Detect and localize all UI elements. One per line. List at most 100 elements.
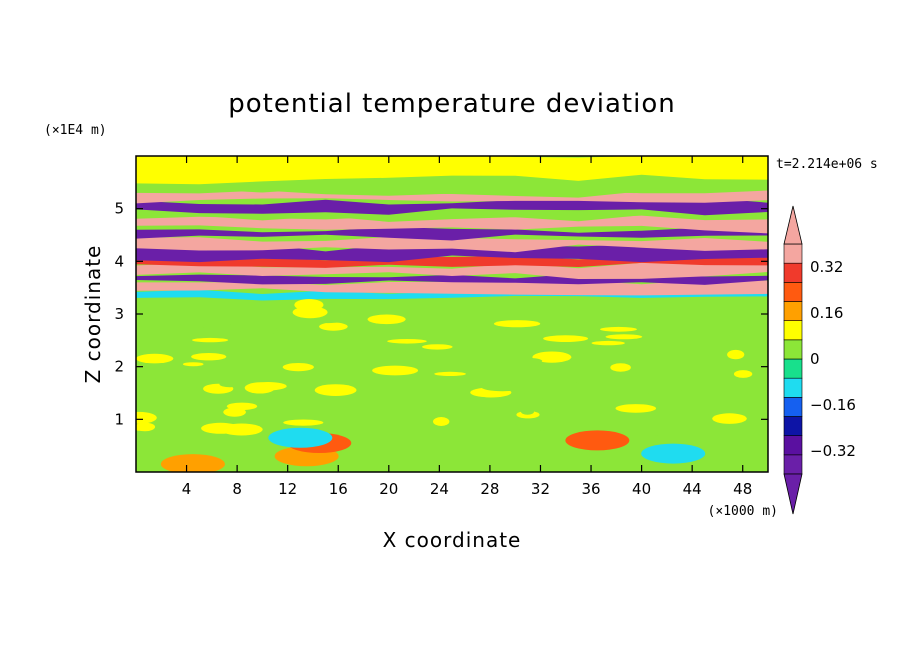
noise-patch [588, 355, 634, 360]
noise-patch [202, 324, 239, 329]
colorbar-cell [783, 377, 803, 398]
colorbar-label: −0.16 [810, 396, 856, 414]
noise-patch [319, 322, 348, 331]
x-tick-label: 28 [480, 480, 499, 498]
noise-patch [294, 299, 324, 311]
x-tick-label: 8 [232, 480, 242, 498]
noise-patch [507, 418, 543, 426]
noise-patch [493, 320, 541, 328]
contour-band [136, 197, 768, 216]
contour-feature [565, 430, 630, 451]
noise-patch [415, 330, 430, 338]
contour-band [136, 261, 768, 279]
noise-patch [481, 382, 524, 392]
colorbar-label: −0.32 [810, 442, 856, 460]
contour-field [136, 156, 768, 472]
colorbar-over-arrow [783, 205, 803, 245]
noise-patch [441, 324, 469, 334]
noise-patch [283, 419, 324, 426]
noise-patch [591, 340, 625, 346]
x-tick-label: 44 [683, 480, 702, 498]
noise-patch [615, 307, 642, 319]
x-tick-label: 48 [733, 480, 752, 498]
colorbar: −0.32 −0.16 0 0.16 0.32 [783, 205, 856, 515]
noise-patch [619, 337, 639, 348]
noise-patch [612, 393, 647, 402]
noise-patch [433, 417, 450, 426]
noise-patch [136, 353, 174, 364]
noise-patch [244, 382, 276, 394]
noise-patch [668, 412, 698, 420]
noise-patch [204, 411, 224, 419]
contour-feature [641, 443, 706, 464]
x-tick-label: 20 [379, 480, 398, 498]
colorbar-cell [783, 435, 803, 456]
noise-patch [367, 314, 406, 325]
noise-patch [139, 325, 153, 334]
noise-patch [182, 362, 204, 367]
chart-title: potential temperature deviation [228, 89, 675, 119]
colorbar-cell [783, 397, 803, 417]
colorbar-label: 0.16 [810, 304, 843, 322]
x-axis-title: X coordinate [383, 528, 522, 552]
noise-patch [610, 363, 631, 372]
noise-patch [499, 423, 520, 436]
noise-patch [434, 371, 466, 376]
noise-patch [469, 396, 490, 404]
noise-patch [136, 422, 156, 432]
colorbar-cell [783, 301, 803, 321]
noise-patch [314, 384, 357, 396]
noise-patch [515, 395, 544, 401]
noise-patch [136, 411, 157, 424]
noise-patch [541, 389, 583, 396]
noise-patch [712, 413, 747, 424]
x-tick-label: 12 [278, 480, 297, 498]
x-tick-label: 40 [632, 480, 651, 498]
colorbar-under-arrow [783, 473, 803, 515]
noise-patch [282, 363, 314, 372]
colorbar-cell [783, 416, 803, 436]
noise-patch [185, 382, 200, 388]
noise-patch [605, 334, 643, 340]
noise-patch [466, 361, 506, 369]
noise-patch [239, 324, 278, 336]
noise-patch [728, 331, 745, 338]
y-tick-label: 2 [114, 358, 124, 376]
colorbar-cell [783, 358, 803, 379]
noise-patch [532, 351, 572, 363]
x-tick-label: 32 [531, 480, 550, 498]
noise-patch [579, 344, 606, 356]
noise-patch [687, 338, 731, 347]
noise-patch [422, 344, 453, 350]
noise-patch [541, 380, 580, 389]
colorbar-label: 0 [810, 350, 820, 368]
colorbar-cell [783, 320, 803, 341]
noise-patch [255, 414, 299, 420]
y-tick-label: 3 [114, 305, 124, 323]
contour-band [136, 156, 768, 185]
noise-patch [521, 408, 534, 415]
y-axis-title: Z coordinate [81, 245, 105, 384]
x-axis: 4 8 12 16 20 24 28 32 36 40 44 48 [182, 156, 752, 498]
noise-patch [219, 381, 241, 388]
noise-patch [387, 339, 427, 344]
noise-patch [136, 374, 157, 381]
x-unit-label: (×1000 m) [708, 504, 778, 519]
colorbar-cell [783, 339, 803, 360]
time-label: t=2.214e+06 s [776, 157, 878, 172]
noise-patch [136, 395, 153, 403]
noise-patch [733, 370, 753, 378]
colorbar-cell [783, 243, 803, 264]
noise-patch [346, 346, 362, 355]
noise-patch [543, 335, 589, 342]
contour-band [136, 215, 768, 234]
noise-patch [136, 321, 181, 328]
x-tick-label: 36 [581, 480, 600, 498]
x-tick-label: 24 [430, 480, 449, 498]
noise-patch [191, 353, 227, 361]
contour-feature [160, 454, 225, 472]
y-unit-label: (×1E4 m) [44, 123, 107, 138]
colorbar-cell [783, 454, 803, 475]
